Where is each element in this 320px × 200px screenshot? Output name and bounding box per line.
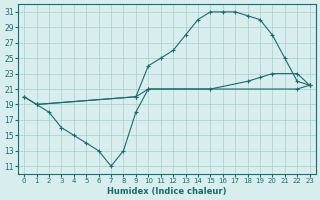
- X-axis label: Humidex (Indice chaleur): Humidex (Indice chaleur): [107, 187, 227, 196]
